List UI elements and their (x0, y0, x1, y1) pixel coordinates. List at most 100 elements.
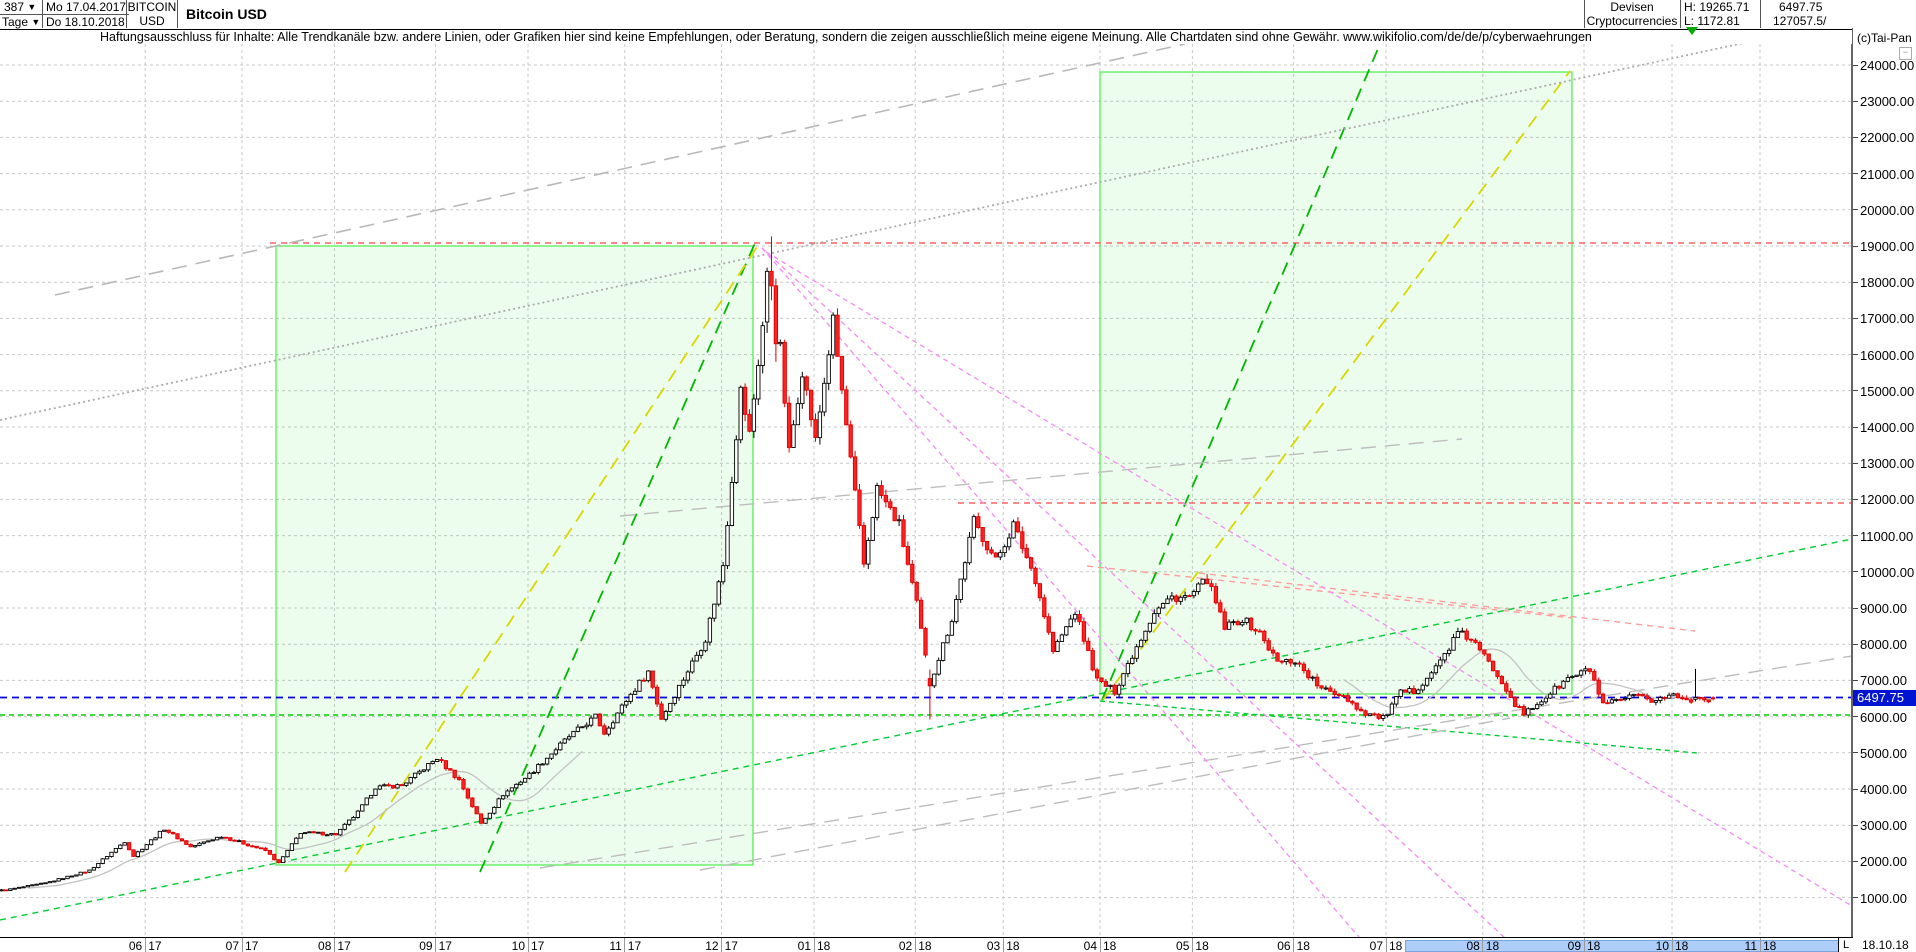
month-label: 01 (797, 939, 811, 952)
green-triangle-marker-icon (1686, 27, 1698, 35)
price-axis-label: 4000.00 (1860, 782, 1907, 797)
month-label: 06 (1277, 939, 1291, 952)
price-axis-label: 21000.00 (1860, 166, 1915, 182)
period-unit-dropdown[interactable]: Tage ▼ (0, 14, 44, 29)
price-tick (1853, 136, 1858, 138)
price-axis-label: 14000.00 (1860, 420, 1915, 435)
year-label: 17 (438, 939, 452, 952)
price-axis-label: 1000.00 (1860, 890, 1907, 906)
price-tick (1853, 462, 1858, 464)
year-label: 18 (817, 939, 831, 952)
price-tick (1853, 607, 1858, 609)
month-divider (1002, 938, 1004, 952)
month-divider (1099, 938, 1101, 952)
price-axis-label: 11000.00 (1860, 528, 1914, 544)
gray-dash-low-2 (699, 717, 1511, 871)
price-tick (1853, 209, 1858, 211)
month-divider (1293, 938, 1295, 952)
month-label: 11 (609, 939, 622, 952)
year-label: 18 (1195, 939, 1209, 952)
bars-count-dropdown[interactable]: 387 ▼ (0, 0, 46, 14)
period-low: L: 1172.81 (1684, 14, 1740, 28)
price-axis-label: 2000.00 (1860, 854, 1907, 870)
price-axis-label: 12000.00 (1860, 492, 1915, 508)
price-tick (1853, 390, 1858, 392)
price-axis-label: 13000.00 (1860, 456, 1915, 472)
month-label: 06 (128, 939, 143, 952)
price-axis-label: 9000.00 (1860, 601, 1907, 616)
price-axis-label: 20000.00 (1860, 202, 1915, 218)
chart-title: Bitcoin USD (186, 6, 267, 22)
divider (42, 0, 43, 28)
month-label: 08 (1466, 939, 1480, 952)
month-label: 03 (986, 939, 1001, 952)
category-line1: Devisen (1610, 0, 1654, 14)
last-price-value: 6497.75 (1779, 0, 1823, 14)
chart-header: 387 ▼ Tage ▼ Mo 17.04.2017 Do 18.10.2018… (0, 0, 1916, 30)
price-tick (1853, 64, 1858, 66)
gray-dash-mid (619, 438, 1463, 517)
magenta-fan-3 (765, 251, 1852, 907)
month-label: 11 (1744, 939, 1757, 952)
price-axis-label: 22000.00 (1860, 130, 1915, 146)
category-cell: Devisen Cryptocurrencies (1585, 0, 1679, 28)
rally-box-2018 (1099, 71, 1573, 695)
price-axis-label: 5000.00 (1860, 745, 1907, 761)
ma-line (1343, 648, 1714, 709)
bars-count-value: 387 (4, 0, 25, 14)
price-axis-label: 10000.00 (1860, 564, 1915, 580)
last-date-label: 18.10.18 (1862, 938, 1909, 952)
copyright-label: (c)Tai-Pan (1857, 31, 1912, 45)
month-divider (624, 938, 626, 952)
rally-box-2017 (275, 245, 754, 866)
price-axis-label: 8000.00 (1860, 637, 1907, 653)
steep-green-2018 (1101, 44, 1381, 701)
period-high: H: 19265.71 (1684, 0, 1750, 14)
price-axis-label: 19000.00 (1860, 239, 1915, 254)
month-label: 09 (1567, 939, 1581, 952)
month-divider (1671, 938, 1673, 952)
chevron-down-icon: ▼ (31, 17, 41, 27)
price-tick (1853, 788, 1858, 790)
yellow-2018 (1102, 70, 1571, 701)
last-marker-box: L (1838, 937, 1853, 952)
green-channel-up (0, 538, 1852, 921)
month-divider (241, 938, 243, 952)
price-axis-label: 17000.00 (1860, 311, 1915, 327)
candlestick-chart-canvas[interactable] (0, 44, 1852, 937)
magenta-fan-2 (761, 247, 1505, 937)
price-tick (1853, 752, 1858, 754)
price-axis-label: 6000.00 (1860, 709, 1907, 725)
date-to[interactable]: Do 18.10.2018 (43, 14, 129, 29)
date-from[interactable]: Mo 17.04.2017 (46, 0, 127, 14)
divider (126, 0, 127, 28)
candles (0, 236, 1716, 892)
divider (1584, 0, 1585, 28)
month-divider (1482, 938, 1484, 952)
collapse-icon[interactable]: − (1899, 47, 1912, 60)
price-axis: 24000.00 23000.00 22000.00 21000.00 20000.00… (1852, 28, 1916, 952)
high-low-cell: H: 19265.71 L: 1172.81 (1681, 0, 1759, 28)
month-label: 09 (419, 939, 433, 952)
symbol-cell: BITCOIN USD (127, 0, 177, 28)
category-line2: Cryptocurrencies (1586, 14, 1678, 28)
month-label: 07 (1369, 939, 1383, 952)
gray-dotted-peak (0, 44, 1743, 421)
month-divider (435, 938, 437, 952)
date-range-cells: Mo 17.04.2017 Do 18.10.2018 (43, 0, 129, 29)
price-axis-label: 23000.00 (1860, 94, 1915, 110)
last-price-cell: 6497.75 127057.5/ (1761, 0, 1916, 28)
price-tick (1853, 860, 1858, 862)
year-label: 17 (627, 939, 642, 952)
ma-line (27, 750, 583, 889)
month-divider (1583, 938, 1585, 952)
year-label: 18 (1296, 939, 1310, 952)
last-price-flag: 6497.75 (1853, 690, 1916, 706)
divider (1760, 0, 1761, 28)
price-axis-label: 3000.00 (1860, 818, 1907, 834)
price-tick (1853, 679, 1858, 681)
price-tick (1853, 173, 1858, 175)
month-divider (144, 938, 146, 952)
symbol-currency: USD (139, 14, 165, 28)
